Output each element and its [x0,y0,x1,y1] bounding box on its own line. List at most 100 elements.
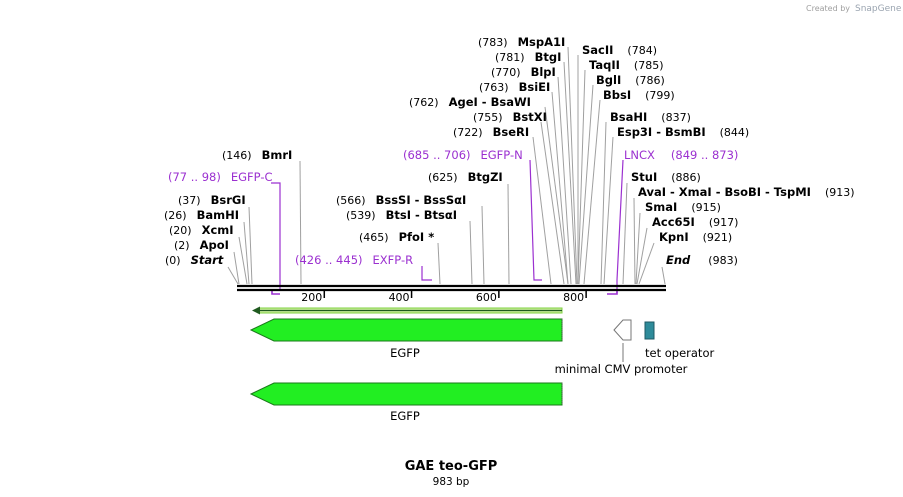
enzyme-label-start[interactable]: (0) Start [165,253,224,267]
enzyme-label-pfoi[interactable]: (465) PfoI * [359,230,434,244]
primer-connector-egfp-n [529,159,542,281]
primer-label-egfp-c[interactable]: (77 .. 98) EGFP-C [168,170,273,184]
enzyme-label-taqii[interactable]: TaqII (785) [589,58,664,72]
primer-label-lncx[interactable]: LNCX (849 .. 873) [624,148,738,162]
enzyme-label-btsi[interactable]: (539) BtsI - BtsαI [346,208,457,222]
enzyme-label-esp3i[interactable]: Esp3I - BsmBI (844) [617,125,749,139]
connector-mspa1i [567,46,578,285]
enzyme-label-beseri[interactable]: (722) BseRI [453,125,529,139]
connector-bamhi [243,221,250,285]
connector-kpni [638,242,655,285]
primer-connector-exfp-r [421,266,432,281]
connector-blpi [557,76,572,285]
connector-bsahi [600,121,607,285]
enzyme-label-agei[interactable]: (762) AgeI - BsaWI [409,95,531,109]
enzyme-label-bgli[interactable]: BglI (786) [596,73,665,87]
enzyme-label-bsssi[interactable]: (566) BssSI - BssSαI [336,193,466,207]
map-title: GAE teo-GFP [405,459,498,474]
feature-tet-operator[interactable] [644,321,655,340]
enzyme-label-end[interactable]: End (983) [666,253,738,267]
enzyme-label-avai[interactable]: AvaI - XmaI - BsoBI - TspMI (913) [638,185,855,199]
enzyme-labels-left: (146) BmrI (37) BsrGI (26) BamHI (20) XcmI (… [164,148,292,267]
primer-mark-lncx [607,290,618,295]
feature-label-minimal-cmv-promoter: minimal CMV promoter [555,362,688,376]
connector-esp3i [603,136,614,285]
connector-btgzi [507,183,510,285]
connector-bgli [578,84,594,285]
enzyme-label-smai[interactable]: SmaI (915) [645,200,721,214]
ruler-label-200: 200 [301,291,322,304]
enzyme-label-apoi[interactable]: (2) ApoI [174,238,229,252]
primer-name-egfp-n: EGFP-N [481,148,523,162]
enzyme-labels-mid: (625) BtgZI (566) BssSI - BssSαI (539) BtsI… [336,170,503,244]
connector-bmri [299,160,302,285]
orf-arrow[interactable] [252,306,563,315]
enzyme-label-acc65i[interactable]: Acc65I (917) [652,215,738,229]
enzyme-label-sacii[interactable]: SacII (784) [582,43,657,57]
enzyme-label-mspa1i[interactable]: (783) MspA1I [478,35,565,49]
connector-bbsi [583,99,601,285]
primer-range-egfp-n: (685 .. 706) [403,148,471,162]
connector-taqii [577,69,586,285]
enzyme-label-bsrgi[interactable]: (37) BsrGI [178,193,246,207]
enzyme-label-bbsi[interactable]: BbsI (799) [603,88,675,102]
connector-end [661,266,666,285]
connector-bstxi [540,121,565,285]
ruler-label-600: 600 [476,291,497,304]
connector-btgi [563,61,577,285]
enzyme-label-bamhi[interactable]: (26) BamHI [164,208,239,222]
enzyme-label-kpni[interactable]: KpnI (921) [659,230,732,244]
connector-avai [633,197,636,285]
feature-label-tet-operator: tet operator [645,346,714,360]
primer-range-egfp-c: (77 .. 98) [168,170,221,184]
ruler-label-400: 400 [389,291,410,304]
feature-egfp-second[interactable] [249,382,563,406]
primer-name-egfp-c: EGFP-C [231,170,273,184]
connector-bsrgi [248,206,253,285]
connector-agei [544,106,569,285]
primer-range-exfp-r: (426 .. 445) [295,253,363,267]
enzyme-labels-right: SacII (784) TaqII (785) BglI (786) BbsI (799… [582,43,855,267]
enzyme-label-bstxi[interactable]: (755) BstXI [473,110,547,124]
map-length: 983 bp [433,476,470,488]
connector-beseri [532,136,552,285]
connector-bsssi [481,205,485,285]
feature-label-egfp: EGFP [390,346,420,360]
connector-pfoi [437,242,441,285]
connector-acc65i [636,227,648,285]
ruler: 200 400 600 800 [301,291,587,304]
feature-egfp[interactable] [249,318,563,342]
enzyme-label-stui[interactable]: StuI (886) [631,170,701,184]
primer-name-exfp-r: EXFP-R [373,253,414,267]
enzyme-label-btgzi[interactable]: (625) BtgZI [428,170,503,184]
primer-connector-lines [271,159,624,293]
feature-label-egfp-second: EGFP [390,409,420,423]
enzyme-label-btgi[interactable]: (781) BtgI [495,50,561,64]
ruler-label-800: 800 [563,291,584,304]
connector-start [227,266,239,285]
primer-label-exfp-r[interactable]: (426 .. 445) EXFP-R [295,253,413,267]
connector-btsi [469,220,473,285]
primer-mark-egfp-c [271,290,280,295]
primer-range-lncx: (849 .. 873) [671,148,739,162]
primer-connector-egfp-c [271,182,281,290]
credit-prefix: Created by [806,4,850,13]
enzyme-label-xcmi[interactable]: (20) XcmI [169,223,234,237]
connector-smai [635,212,641,285]
primer-marks [271,290,618,295]
connector-xcmi [238,236,248,285]
credit-brand: SnapGene [855,4,902,14]
primer-connector-lncx [616,159,624,293]
connector-stui [622,182,628,285]
enzyme-connector-lines [227,46,666,285]
enzyme-label-bsiei[interactable]: (763) BsiEI [479,80,550,94]
primer-label-egfp-n[interactable]: (685 .. 706) EGFP-N [403,148,523,162]
enzyme-label-blpi[interactable]: (770) BlpI [491,65,556,79]
sequence-backbone [237,284,666,292]
enzyme-label-bmri[interactable]: (146) BmrI [222,148,292,162]
enzyme-label-bsahi[interactable]: BsaHI (837) [610,110,691,124]
connector-bsiei [551,91,569,285]
enzyme-labels-top: (783) MspA1I (781) BtgI (770) BlpI (763) Bsi… [409,35,565,139]
feature-minimal-cmv-promoter[interactable] [613,319,632,362]
